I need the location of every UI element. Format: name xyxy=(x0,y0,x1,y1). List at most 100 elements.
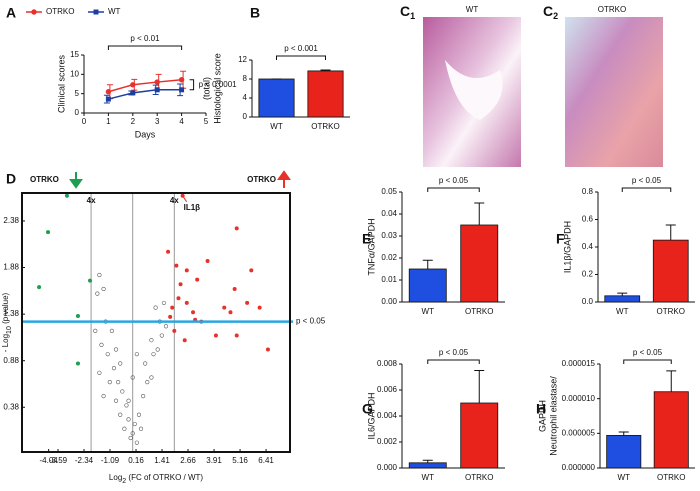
point xyxy=(166,249,171,254)
point xyxy=(138,426,144,431)
point xyxy=(178,282,183,287)
panel-label: C1 xyxy=(400,3,415,22)
y-axis-label: (total) xyxy=(201,77,211,100)
point xyxy=(176,296,181,301)
y-tick-label: 0.8 xyxy=(582,187,594,196)
annotation: p < 0.001 xyxy=(284,44,318,53)
bar xyxy=(460,224,499,303)
y-tick-label: 12 xyxy=(238,55,247,64)
y-tick-label: 1.88 xyxy=(3,263,19,272)
point xyxy=(124,403,129,408)
x-axis-label-part: 2 xyxy=(122,478,126,485)
fold-label: 4x xyxy=(87,196,96,205)
point xyxy=(228,310,233,315)
y-tick-label: 15 xyxy=(70,50,79,59)
x-tick-label: 1 xyxy=(106,117,111,126)
y-tick-label: 4 xyxy=(243,93,248,102)
x-tick-label: OTRKO xyxy=(465,473,493,482)
annotation: p < 0.0001 xyxy=(199,80,238,89)
point xyxy=(118,361,123,366)
point xyxy=(101,394,106,399)
bar xyxy=(460,402,499,469)
x-tick-label: 5 xyxy=(204,117,209,126)
y-axis-label-part: (p value) xyxy=(1,292,10,326)
point xyxy=(174,263,179,268)
x-tick-label: 0 xyxy=(82,117,87,126)
gene-label: IL1β xyxy=(184,203,201,212)
point xyxy=(130,82,136,88)
point xyxy=(153,305,158,310)
point xyxy=(191,310,196,315)
point xyxy=(109,328,114,333)
point xyxy=(97,370,102,375)
point xyxy=(130,90,136,96)
point xyxy=(184,300,189,305)
annotation: p < 0.01 xyxy=(130,34,160,43)
annotation-bracket xyxy=(623,359,672,364)
point xyxy=(195,277,200,282)
point xyxy=(105,96,111,102)
x-tick-label: WT xyxy=(422,307,435,316)
legend-label: OTRKO xyxy=(46,7,74,16)
error-bar xyxy=(665,224,676,241)
bar xyxy=(408,268,447,303)
panel-label: G xyxy=(362,401,373,417)
point xyxy=(234,226,239,231)
annotation: p < 0.05 xyxy=(439,176,469,185)
error-bar xyxy=(422,259,433,269)
x-tick-label: -1.09 xyxy=(101,456,120,465)
point xyxy=(122,426,127,431)
panel-label: H xyxy=(536,401,546,417)
point xyxy=(249,268,254,273)
y-axis-label: Clinical scores xyxy=(56,54,66,113)
point xyxy=(130,375,135,380)
image-title: WT xyxy=(466,5,479,14)
x-tick-label: -3.59 xyxy=(49,456,68,465)
y-tick-label: 0.02 xyxy=(381,253,397,262)
point xyxy=(222,305,227,310)
x-tick-label: OTRKO xyxy=(465,307,493,316)
point xyxy=(116,380,121,385)
y-tick-label: 10 xyxy=(70,69,79,78)
x-tick-label: 2 xyxy=(131,117,136,126)
point xyxy=(120,389,125,394)
point xyxy=(163,324,169,329)
y-tick-label: 0.000000 xyxy=(562,463,596,472)
point xyxy=(159,333,164,338)
point xyxy=(155,347,160,352)
x-tick-label: -4.04 xyxy=(40,456,59,465)
point xyxy=(265,347,270,352)
point xyxy=(130,431,135,436)
y-tick-label: 0.00 xyxy=(381,297,397,306)
point xyxy=(107,380,112,385)
point xyxy=(88,278,93,283)
point xyxy=(168,314,173,319)
point xyxy=(184,268,189,273)
annotation: p < 0.05 xyxy=(632,176,662,185)
bar xyxy=(604,295,641,303)
y-axis-label-part: - Log xyxy=(1,334,10,352)
point xyxy=(149,375,154,380)
bar xyxy=(408,462,447,469)
point xyxy=(143,361,148,366)
legend-label: WT xyxy=(108,7,121,16)
y-tick-label: 0.000015 xyxy=(562,359,596,368)
point xyxy=(126,398,131,403)
panel-label: B xyxy=(250,5,260,21)
y-tick-label: 0.004 xyxy=(377,411,398,420)
y-tick-label: 2.38 xyxy=(3,216,19,225)
x-tick-label: -2.34 xyxy=(75,456,94,465)
point xyxy=(154,87,160,93)
error-bar xyxy=(617,292,628,296)
y-axis-label: GAPDH xyxy=(537,400,547,432)
y-axis-label: TNFα/GAPDH xyxy=(366,218,376,275)
bar xyxy=(307,70,344,118)
annotation: p < 0.05 xyxy=(633,348,663,357)
legend-marker xyxy=(31,9,37,15)
x-tick-label: 6.41 xyxy=(258,456,274,465)
histology-image xyxy=(565,17,663,167)
y-tick-label: 0.008 xyxy=(377,359,398,368)
point xyxy=(232,286,237,291)
